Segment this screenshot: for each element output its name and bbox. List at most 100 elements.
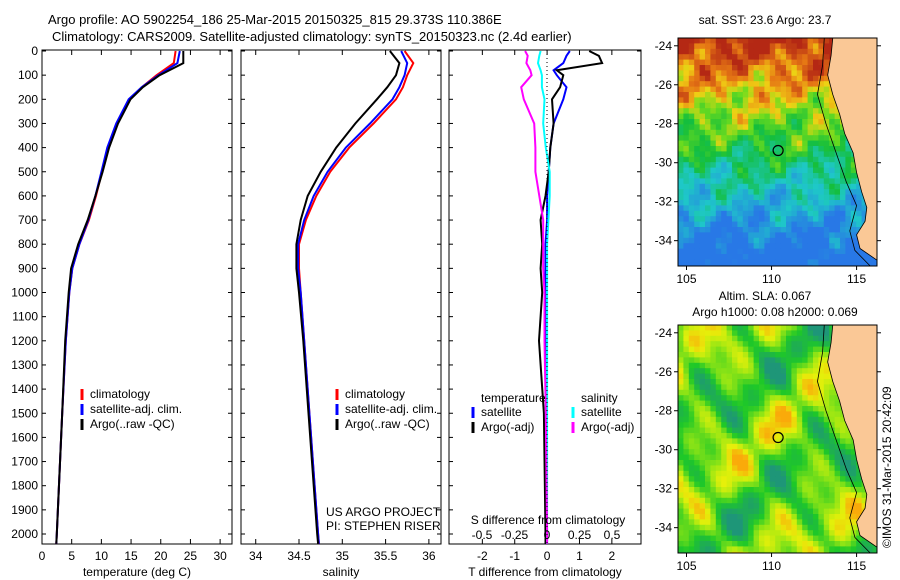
s-tick-label: -0.5 bbox=[472, 528, 493, 542]
sla-map-frame bbox=[677, 324, 878, 554]
map-lat-label: -24 bbox=[655, 39, 673, 53]
s-axis-label: S difference from climatology bbox=[471, 513, 626, 527]
legend-label: Argo(-adj) bbox=[581, 420, 634, 434]
map-lat-label: -30 bbox=[655, 156, 673, 170]
legend-label: climatology bbox=[345, 387, 405, 401]
y-tick-label: 1800 bbox=[11, 479, 38, 493]
x-tick-label: -1 bbox=[509, 549, 520, 563]
y-tick-label: 1700 bbox=[11, 455, 38, 469]
map-lon-label: 105 bbox=[676, 559, 696, 573]
map-lon-label: 110 bbox=[762, 272, 781, 286]
map-lat-label: -28 bbox=[655, 117, 673, 131]
series-line-salinity-argo-adj- bbox=[520, 50, 549, 544]
legend-header-temperature: temperature bbox=[481, 391, 546, 405]
map-lon-label: 110 bbox=[762, 559, 781, 573]
y-tick-label: 0 bbox=[31, 44, 38, 58]
legend-label: satellite bbox=[481, 405, 522, 419]
map-lon-label: 115 bbox=[847, 559, 866, 573]
x-axis-label: T difference from climatology bbox=[468, 565, 622, 579]
legend-label: climatology bbox=[90, 387, 150, 401]
y-tick-label: 100 bbox=[18, 68, 38, 82]
land-mass bbox=[827, 325, 877, 548]
map-lat-label: -34 bbox=[655, 234, 673, 248]
series-line-temperature-satellite bbox=[544, 50, 571, 544]
map-lat-label: -26 bbox=[655, 78, 673, 92]
y-tick-label: 700 bbox=[18, 213, 38, 227]
argo-location-marker bbox=[772, 144, 784, 157]
legend-label: Argo(..raw -QC) bbox=[345, 417, 430, 431]
map-lat-label: -32 bbox=[655, 482, 673, 496]
x-tick-label: 30 bbox=[213, 549, 227, 563]
x-tick-label: 35.5 bbox=[374, 549, 398, 563]
title-line-2: Climatology: CARS2009. Satellite-adjuste… bbox=[52, 29, 572, 44]
x-tick-label: 35 bbox=[336, 549, 350, 563]
map-lon-label: 105 bbox=[676, 272, 696, 286]
y-tick-label: 2000 bbox=[11, 527, 38, 541]
legend-header-salinity: salinity bbox=[581, 391, 618, 405]
s-tick-label: 0 bbox=[544, 528, 551, 542]
isobath-line bbox=[817, 324, 871, 554]
map-lat-label: -24 bbox=[655, 326, 673, 340]
annotation-project: US ARGO PROJECT bbox=[326, 505, 441, 519]
legend-label: Argo(-adj) bbox=[481, 420, 534, 434]
isobath-line bbox=[817, 37, 871, 267]
map-lat-label: -28 bbox=[655, 404, 673, 418]
x-tick-label: 36 bbox=[422, 549, 436, 563]
y-tick-label: 1100 bbox=[12, 310, 38, 324]
land-mass bbox=[827, 38, 877, 261]
series-line-argo-raw-qc- bbox=[55, 51, 185, 544]
sst-map-frame bbox=[677, 37, 878, 267]
y-tick-label: 200 bbox=[18, 92, 38, 106]
y-tick-label: 900 bbox=[18, 261, 38, 275]
y-tick-label: 1900 bbox=[11, 503, 38, 517]
legend-label: Argo(..raw -QC) bbox=[90, 417, 175, 431]
legend-label: satellite-adj. clim. bbox=[345, 402, 437, 416]
s-tick-label: 0.25 bbox=[568, 528, 592, 542]
panel-frame-2 bbox=[240, 49, 442, 545]
series-line-climatology bbox=[298, 50, 415, 544]
series-line-temperature-argo-adj- bbox=[537, 50, 604, 544]
y-tick-label: 300 bbox=[18, 116, 38, 130]
x-tick-label: 0 bbox=[544, 549, 551, 563]
legend-label: satellite-adj. clim. bbox=[90, 402, 182, 416]
argo-location-marker bbox=[772, 431, 784, 444]
map-lat-label: -34 bbox=[655, 521, 673, 535]
x-tick-label: 15 bbox=[124, 549, 138, 563]
y-tick-label: 1500 bbox=[11, 406, 38, 420]
y-tick-label: 1300 bbox=[11, 358, 38, 372]
s-tick-label: 0.5 bbox=[604, 528, 621, 542]
x-tick-label: 34 bbox=[249, 549, 263, 563]
series-line-satellite-adj-clim- bbox=[297, 50, 409, 544]
x-tick-label: 1 bbox=[576, 549, 583, 563]
y-tick-label: 1600 bbox=[11, 430, 38, 444]
panel-frame-1 bbox=[41, 49, 233, 545]
map-lat-label: -26 bbox=[655, 365, 673, 379]
coastline bbox=[827, 37, 878, 261]
legend-label: satellite bbox=[581, 405, 622, 419]
x-axis-label: salinity bbox=[323, 565, 360, 579]
map-lat-label: -32 bbox=[655, 195, 673, 209]
coastline bbox=[827, 324, 878, 548]
y-tick-label: 500 bbox=[18, 165, 38, 179]
y-tick-label: 600 bbox=[18, 189, 38, 203]
y-tick-label: 1200 bbox=[11, 334, 38, 348]
y-tick-label: 1400 bbox=[11, 382, 38, 396]
x-tick-label: 2 bbox=[609, 549, 616, 563]
annotation-pi: PI: STEPHEN RISER bbox=[326, 519, 441, 533]
s-tick-label: -0.25 bbox=[501, 528, 529, 542]
x-tick-label: 0 bbox=[39, 549, 46, 563]
title-line-1: Argo profile: AO 5902254_186 25-Mar-2015… bbox=[48, 12, 502, 27]
series-line-argo-raw-qc- bbox=[295, 50, 401, 544]
panel-frame-3 bbox=[448, 49, 642, 545]
sla-map-cells bbox=[678, 325, 877, 553]
sla-map-subtitle: Argo h1000: 0.08 h2000: 0.069 bbox=[692, 305, 858, 319]
y-tick-label: 800 bbox=[18, 237, 38, 251]
x-tick-label: 5 bbox=[68, 549, 75, 563]
x-tick-label: 10 bbox=[95, 549, 109, 563]
series-line-salinity-satellite bbox=[536, 50, 551, 544]
map-lon-label: 115 bbox=[847, 272, 866, 286]
x-axis-label: temperature (deg C) bbox=[83, 565, 191, 579]
map-lat-label: -30 bbox=[655, 443, 673, 457]
